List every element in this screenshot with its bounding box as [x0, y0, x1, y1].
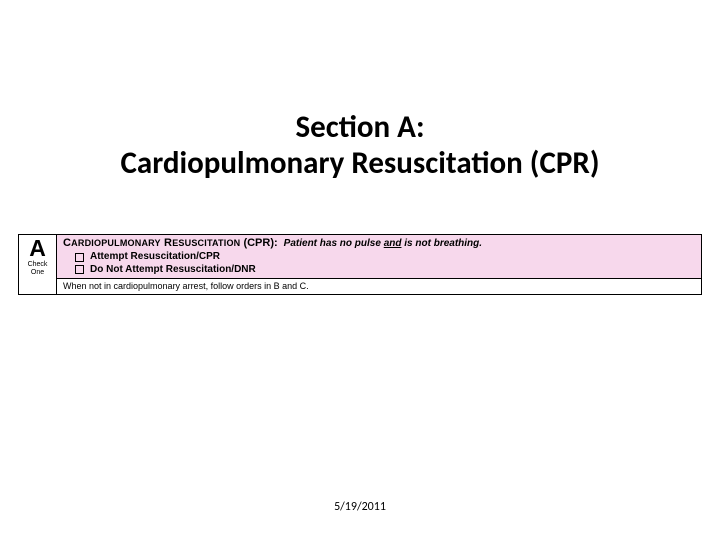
- option-label-2: Do Not Attempt Resuscitation/DNR: [90, 264, 256, 277]
- option-row-1: Attempt Resuscitation/CPR: [75, 251, 695, 264]
- form-header: CARDIOPULMONARY RESUSCITATION (CPR): Pat…: [57, 235, 701, 251]
- check-one-label-1: Check: [19, 261, 56, 268]
- section-letter: A: [19, 237, 56, 260]
- header-paren: (CPR):: [243, 237, 277, 249]
- footer-date: 5/19/2011: [0, 500, 720, 514]
- form-note: When not in cardiopulmonary arrest, foll…: [57, 278, 701, 294]
- form-options: Attempt Resuscitation/CPR Do Not Attempt…: [57, 251, 701, 278]
- slide: Section A: Cardiopulmonary Resuscitation…: [0, 0, 720, 540]
- option-label-1: Attempt Resuscitation/CPR: [90, 251, 220, 264]
- form-left-column: A Check One: [19, 235, 57, 294]
- form-section-a: A Check One CARDIOPULMONARY RESUSCITATIO…: [18, 234, 702, 295]
- checkbox-attempt-cpr[interactable]: [75, 253, 84, 262]
- form-pink-zone: CARDIOPULMONARY RESUSCITATION (CPR): Pat…: [57, 235, 701, 278]
- form-header-label: CARDIOPULMONARY RESUSCITATION (CPR):: [63, 237, 278, 249]
- checkbox-dnr[interactable]: [75, 265, 84, 274]
- title-line-1: Section A:: [0, 110, 720, 146]
- title-block: Section A: Cardiopulmonary Resuscitation…: [0, 110, 720, 181]
- title-line-2: Cardiopulmonary Resuscitation (CPR): [0, 146, 720, 182]
- form-right-column: CARDIOPULMONARY RESUSCITATION (CPR): Pat…: [57, 235, 701, 294]
- form-header-status: Patient has no pulse and is not breathin…: [284, 238, 482, 249]
- header-word-1: CARDIOPULMONARY RESUSCITATION: [63, 237, 240, 249]
- check-one-label-2: One: [19, 269, 56, 276]
- option-row-2: Do Not Attempt Resuscitation/DNR: [75, 264, 695, 277]
